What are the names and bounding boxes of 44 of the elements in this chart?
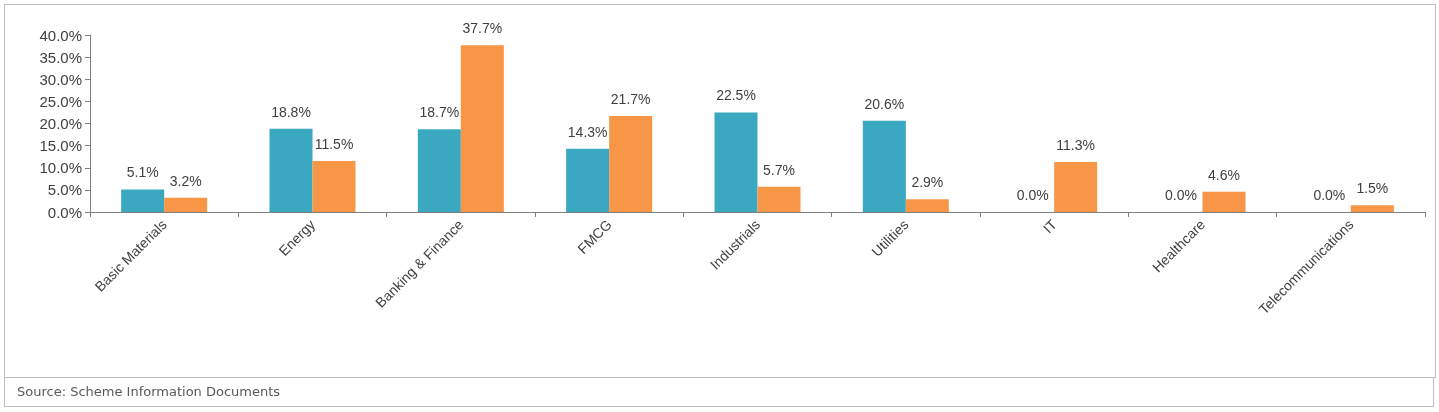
bar [862, 120, 906, 212]
data-label: 5.1% [126, 164, 159, 181]
data-label: 0.0% [1016, 187, 1049, 203]
data-label: 14.3% [567, 123, 608, 140]
bar [1350, 205, 1394, 212]
source-note: Source: Scheme Information Documents [17, 384, 281, 399]
bar [1202, 191, 1246, 212]
data-label: 3.2% [169, 172, 202, 189]
y-tick-label: 35.0% [39, 48, 82, 66]
bar [312, 161, 356, 212]
bar [417, 129, 461, 212]
bar [566, 148, 610, 212]
y-tick-label: 0.0% [47, 203, 82, 221]
y-tick-label: 5.0% [47, 181, 82, 199]
data-label: 2.9% [911, 174, 944, 191]
data-label: 22.5% [716, 87, 756, 104]
data-label: 0.0% [1165, 187, 1197, 203]
data-label: 21.7% [610, 90, 651, 107]
x-tick-label: IT [1039, 216, 1061, 237]
bar [269, 128, 313, 212]
data-label: 37.7% [462, 20, 503, 37]
bar [164, 197, 208, 212]
data-label: 11.3% [1056, 137, 1095, 153]
bar [609, 115, 653, 212]
y-tick-label: 10.0% [39, 159, 82, 177]
bar [121, 189, 165, 212]
data-label: 20.6% [864, 95, 905, 112]
bar [1054, 162, 1098, 212]
y-tick-label: 15.0% [39, 137, 82, 155]
y-tick-label: 20.0% [39, 115, 82, 132]
data-label: 11.5% [314, 136, 354, 153]
bar [757, 186, 801, 212]
bar [905, 199, 949, 212]
data-label: 18.8% [271, 103, 311, 120]
data-label: 4.6% [1208, 166, 1240, 183]
bar [714, 112, 758, 212]
y-tick-label: 25.0% [39, 92, 82, 110]
data-label: 5.7% [763, 161, 795, 178]
bar [460, 45, 504, 212]
data-label: 0.0% [1313, 187, 1346, 203]
data-label: 1.5% [1356, 180, 1389, 197]
y-tick-label: 40.0% [39, 26, 82, 44]
y-tick-label: 30.0% [39, 70, 82, 88]
data-label: 18.7% [419, 104, 460, 121]
